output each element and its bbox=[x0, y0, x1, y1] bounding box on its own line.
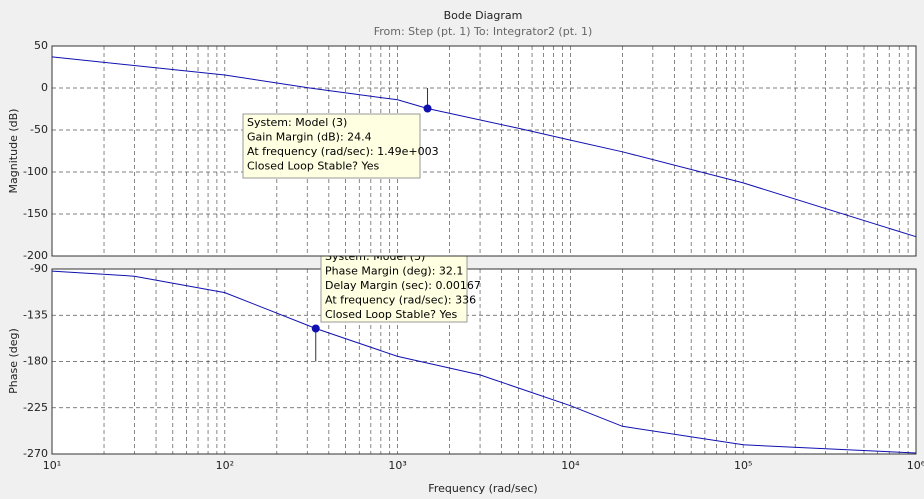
y-axis-label: Magnitude (dB) bbox=[7, 109, 20, 194]
datatip-marker bbox=[423, 104, 432, 113]
axes-frame bbox=[51, 45, 917, 257]
series-line bbox=[51, 56, 917, 238]
datatip-text: Closed Loop Stable? Yes bbox=[247, 160, 380, 173]
y-tick-label: -90 bbox=[30, 262, 48, 275]
y-tick-label: 0 bbox=[41, 81, 48, 94]
datatip: System: Model (3)Phase Margin (deg): 32.… bbox=[320, 247, 481, 323]
datatip-text: System: Model (3) bbox=[247, 116, 347, 129]
y-tick-label: -180 bbox=[23, 355, 48, 368]
datatip: System: Model (3) Gain Margin (dB): 24.4A… bbox=[242, 113, 439, 179]
axes-frame bbox=[51, 268, 917, 455]
x-tick-label: 10¹ bbox=[43, 459, 61, 472]
datatip-text: Gain Margin (dB): 24.4 bbox=[247, 131, 372, 144]
datatip-text: At frequency (rad/sec): 336 bbox=[325, 294, 476, 307]
x-tick-label: 10⁵ bbox=[734, 459, 752, 472]
y-tick-label: -100 bbox=[23, 165, 48, 178]
datatip-text: Closed Loop Stable? Yes bbox=[325, 308, 458, 321]
y-tick-label: -270 bbox=[23, 447, 48, 460]
x-tick-label: 10⁶ bbox=[907, 459, 924, 472]
x-tick-label: 10³ bbox=[388, 459, 406, 472]
datatip-text: Delay Margin (sec): 0.00167 bbox=[325, 279, 481, 292]
x-axis-label: Frequency (rad/sec) bbox=[428, 482, 537, 495]
series-line bbox=[51, 270, 917, 454]
y-tick-label: -225 bbox=[23, 401, 48, 414]
y-tick-label: 50 bbox=[34, 39, 48, 52]
datatip-box bbox=[320, 247, 468, 323]
x-tick-label: 10² bbox=[216, 459, 234, 472]
plot-area bbox=[52, 46, 916, 256]
x-tick-label: 10⁴ bbox=[561, 459, 580, 472]
y-tick-label: -150 bbox=[23, 207, 48, 220]
y-tick-label: -50 bbox=[30, 123, 48, 136]
datatip-box bbox=[242, 113, 421, 179]
y-axis-label: Phase (deg) bbox=[7, 328, 20, 394]
y-tick-label: -135 bbox=[23, 308, 48, 321]
y-tick-label: -200 bbox=[23, 249, 48, 262]
datatip-marker bbox=[311, 324, 320, 333]
chart-subtitle: From: Step (pt. 1) To: Integrator2 (pt. … bbox=[374, 25, 593, 38]
datatip-text: Phase Margin (deg): 32.1 bbox=[325, 265, 463, 278]
datatip-text: At frequency (rad/sec): 1.49e+003 bbox=[247, 145, 439, 158]
chart-title: Bode Diagram bbox=[444, 9, 523, 22]
